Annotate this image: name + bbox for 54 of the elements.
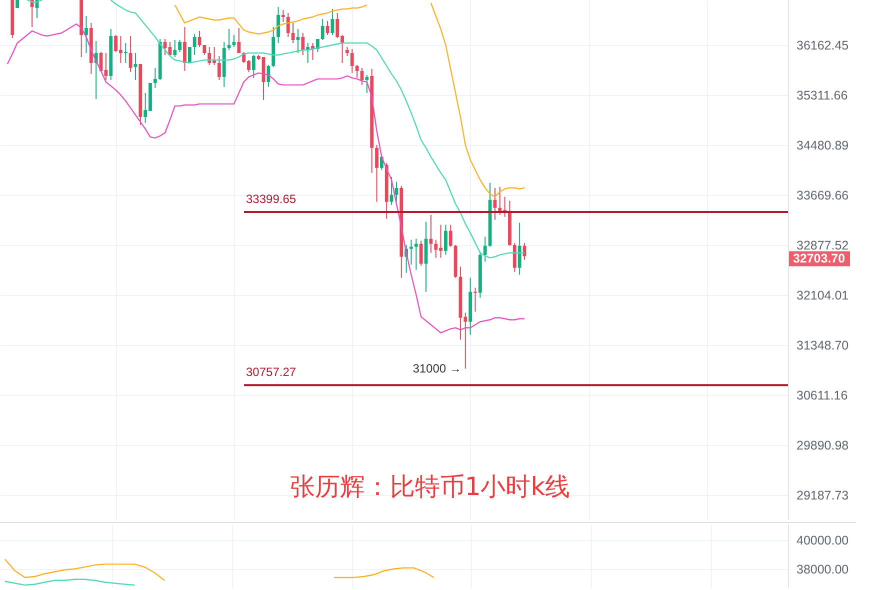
candlestick xyxy=(429,214,433,254)
candlestick xyxy=(124,42,128,64)
y-tick-label: 31348.70 xyxy=(796,338,849,353)
candlestick xyxy=(173,40,177,58)
candlestick xyxy=(266,64,270,88)
candlestick xyxy=(252,54,256,78)
candlestick xyxy=(178,40,182,52)
candlestick xyxy=(330,8,334,36)
candlestick xyxy=(192,33,196,56)
candlestick xyxy=(410,239,413,266)
candlestick xyxy=(286,12,290,38)
text: 张历辉：比特币1小时k线 xyxy=(290,472,570,501)
text: 32703.70 xyxy=(792,252,846,266)
y-tick-label: 30611.16 xyxy=(796,388,848,403)
candlestick xyxy=(483,236,487,262)
candlestick xyxy=(84,15,88,54)
candlestick xyxy=(183,26,186,72)
candlestick xyxy=(301,32,305,56)
candlestick xyxy=(512,242,516,272)
candlestick xyxy=(355,64,359,78)
y-tick-label: 40000.00 xyxy=(796,534,849,548)
candlestick xyxy=(518,222,522,276)
candlestick xyxy=(365,74,369,94)
candlestick xyxy=(414,238,418,270)
candlestick xyxy=(444,224,448,256)
candlestick xyxy=(320,18,324,41)
y-tick-label: 29187.73 xyxy=(796,488,849,503)
candlestick xyxy=(474,287,477,312)
candlestick xyxy=(316,38,320,52)
candlestick xyxy=(419,240,423,266)
candlestick xyxy=(282,10,285,23)
candlestick xyxy=(217,56,221,80)
ref-line-label: 33399.65 xyxy=(246,192,296,206)
y-tick-label: 36162.45 xyxy=(796,38,849,53)
y-tick-label: 34480.89 xyxy=(796,138,849,153)
line-series xyxy=(6,23,526,334)
candlestick xyxy=(493,187,497,220)
y-tick-label: 32877.52 xyxy=(796,238,849,253)
annotation: 31000 → xyxy=(412,362,462,376)
y-tick-label: 32104.01 xyxy=(796,288,849,303)
y-tick-label: 29890.98 xyxy=(796,438,849,453)
candlestick xyxy=(153,67,157,88)
y-tick-label: 35311.66 xyxy=(796,88,848,103)
candlestick xyxy=(375,144,378,202)
candlestick xyxy=(128,36,132,72)
candlestick xyxy=(188,46,192,64)
ref-line-label: 30757.27 xyxy=(246,365,296,380)
candlestick xyxy=(237,27,241,54)
candlestick xyxy=(448,224,452,248)
y-tick-label: 38000.00 xyxy=(796,562,849,576)
candlestick xyxy=(350,48,354,74)
candlestick xyxy=(276,6,280,44)
candlestick xyxy=(291,22,295,44)
y-tick-label: 33669.66 xyxy=(796,188,849,203)
